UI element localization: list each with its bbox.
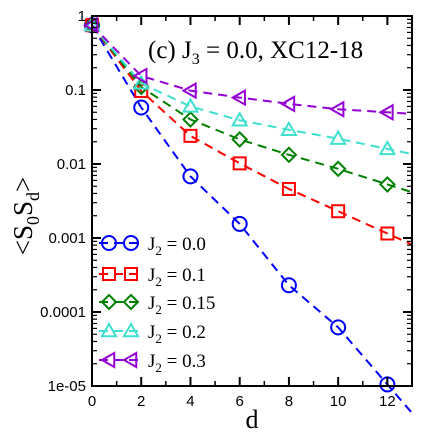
data-point — [329, 160, 347, 178]
data-point — [378, 103, 394, 121]
legend-label-part: 2 — [155, 360, 162, 375]
legend-label-part: 2 — [155, 243, 162, 258]
legend-label-part: 2 — [155, 302, 162, 317]
annotation-part: 3 — [192, 51, 200, 68]
legend-label-part: J — [148, 351, 155, 372]
series-line — [91, 24, 413, 194]
plot-marks — [82, 16, 413, 414]
y-tick-label: 1e-05 — [48, 378, 86, 395]
y-axis-title-part: S — [8, 201, 38, 216]
data-point — [329, 100, 345, 118]
x-tick-label: 6 — [236, 393, 244, 410]
annotation-part: = 0.0, XC12-18 — [200, 37, 363, 64]
axis-ticks: 0 2 4 6 8 10 12 1 0.1 0.01 0.001 0.0001 1e-05 — [40, 8, 412, 410]
legend-label: J2 = 0.2 — [148, 322, 206, 346]
data-point — [231, 130, 249, 148]
data-point — [230, 88, 246, 107]
legend-label: J2 = 0.3 — [148, 351, 206, 375]
legend-marker — [99, 351, 116, 369]
y-axis-title-part: <S — [8, 225, 38, 255]
data-point — [330, 319, 347, 336]
legend-label-part: J — [148, 234, 155, 255]
data-point — [280, 146, 298, 164]
legend-entry: J2 = 0.15 — [99, 293, 215, 317]
legend-entry: J2 = 0.2 — [99, 321, 206, 346]
legend-entry: J2 = 0.3 — [99, 351, 206, 375]
legend-entry: J2 = 0.0 — [99, 234, 206, 258]
y-tick-label: 0.0001 — [40, 304, 86, 321]
y-tick-label: 1 — [78, 8, 86, 25]
legend-marker — [100, 321, 118, 338]
legend-label: J2 = 0.15 — [148, 293, 215, 317]
legend-marker — [102, 267, 116, 281]
data-point — [331, 204, 346, 219]
x-axis-title: d — [246, 405, 259, 434]
legend-label-part: J — [148, 322, 155, 343]
legend-marker — [122, 293, 140, 311]
data-point — [329, 129, 347, 145]
y-tick-label: 0.001 — [48, 230, 86, 247]
legend-label-part: 2 — [155, 331, 162, 346]
legend-label: J2 = 0.1 — [148, 265, 206, 289]
legend-marker — [100, 293, 118, 311]
data-point — [133, 99, 150, 116]
y-axis-title-part: > — [8, 177, 38, 192]
series-line — [91, 24, 413, 115]
data-point — [182, 111, 199, 128]
x-tick-label: 0 — [88, 393, 96, 410]
legend-marker — [123, 235, 139, 251]
data-point — [132, 67, 148, 85]
x-tick-label: 4 — [186, 393, 194, 410]
y-axis-title-part: d — [23, 192, 43, 201]
legend-marker — [124, 267, 138, 281]
legend-label-part: = 0.0 — [162, 234, 206, 255]
data-point — [281, 181, 296, 196]
legend-label-part: = 0.1 — [162, 265, 206, 286]
legend-label-part: = 0.15 — [162, 293, 215, 314]
legend-label-part: 2 — [155, 274, 162, 289]
data-point — [232, 156, 247, 171]
x-tick-label: 10 — [330, 393, 347, 410]
data-point — [230, 111, 249, 127]
data-point — [182, 168, 199, 185]
data-point — [183, 128, 198, 143]
annotation-part: (c) J — [148, 37, 192, 64]
data-point — [280, 120, 298, 137]
legend-marker — [101, 235, 117, 251]
data-point — [279, 95, 296, 113]
data-point — [181, 81, 197, 100]
legend-entry: J2 = 0.1 — [99, 265, 206, 289]
x-tick-label: 2 — [137, 393, 145, 410]
x-tick-label: 8 — [285, 393, 293, 410]
legend-label-part: = 0.3 — [162, 351, 206, 372]
legend-label: J2 = 0.0 — [148, 234, 206, 258]
data-point — [378, 175, 396, 193]
series-group — [82, 16, 413, 121]
data-point — [378, 139, 397, 156]
legend-label-part: J — [148, 265, 155, 286]
data-point — [280, 277, 297, 294]
x-tick-label: 12 — [379, 393, 396, 410]
y-axis-title-part: 0 — [23, 216, 43, 225]
legend-marker — [121, 351, 138, 369]
data-point — [380, 226, 395, 241]
series-line — [91, 24, 413, 246]
y-tick-label: 0.01 — [57, 156, 86, 173]
plot-frame — [91, 15, 413, 387]
y-tick-label: 0.1 — [65, 82, 86, 99]
legend-marker — [122, 321, 140, 338]
data-point — [134, 83, 149, 98]
legend-label-part: = 0.2 — [162, 322, 206, 343]
y-axis-title: <S0Sd> — [8, 177, 43, 256]
series-line — [91, 24, 413, 155]
series-line — [91, 24, 413, 414]
chart-annotation: (c) J3 = 0.0, XC12-18 — [148, 37, 363, 68]
data-point — [231, 215, 248, 232]
legend-label-part: J — [148, 293, 155, 314]
svg-text:<S0Sd>: <S0Sd> — [8, 177, 43, 256]
data-point — [181, 97, 200, 113]
